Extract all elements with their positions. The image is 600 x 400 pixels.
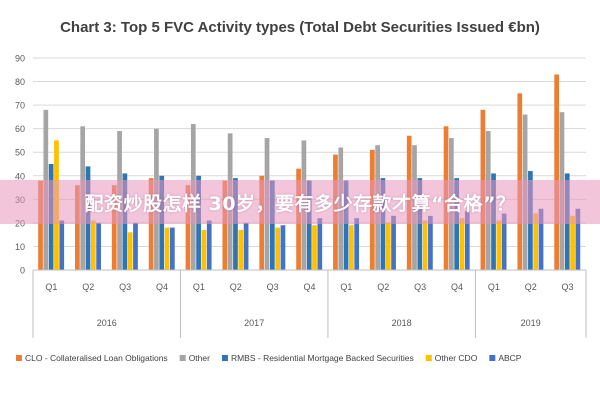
chart-title: Chart 3: Top 5 FVC Activity types (Total… (60, 19, 540, 36)
bar (164, 227, 170, 270)
bar (391, 215, 396, 270)
bar (111, 185, 117, 270)
y-tick-label: 80 (15, 77, 25, 87)
y-axis-ticks: 0102030405060708090 (15, 54, 25, 276)
x-tick-label: Q4 (156, 282, 168, 292)
bar (280, 225, 286, 270)
bar (148, 178, 154, 270)
bar (349, 225, 354, 270)
bar (533, 213, 539, 270)
bar (554, 74, 560, 270)
bar (317, 218, 323, 270)
bar (206, 220, 212, 270)
y-tick-label: 70 (15, 101, 25, 111)
x-tick-label: Q1 (193, 282, 205, 292)
legend-swatch (221, 355, 228, 361)
x-tick-label: Q3 (562, 282, 574, 292)
bar (306, 180, 312, 270)
banner-text: 配资炒股怎样 30岁，要有多少存款才算“合格”？ (84, 192, 516, 215)
bar (243, 222, 249, 270)
legend-swatch (489, 355, 496, 361)
bar (133, 222, 138, 270)
x-group-label: 2018 (392, 318, 412, 328)
bar (233, 178, 238, 270)
bar (354, 218, 360, 270)
y-tick-label: 40 (15, 171, 25, 181)
y-tick-label: 90 (15, 54, 25, 64)
bar (201, 229, 207, 270)
x-tick-label: Q1 (488, 282, 500, 292)
legend-label: Other (189, 353, 210, 363)
legend-swatch (179, 355, 186, 361)
bar (575, 208, 581, 270)
x-tick-label: Q1 (340, 282, 352, 292)
bar (275, 227, 280, 270)
x-tick-label: Q2 (377, 282, 389, 292)
y-tick-label: 50 (15, 148, 25, 158)
bar (385, 222, 391, 270)
x-tick-label: Q4 (303, 282, 315, 292)
x-group-label: 2017 (244, 318, 264, 328)
bar (75, 185, 80, 270)
bar (269, 180, 275, 270)
legend-swatch (16, 355, 22, 361)
bars (38, 74, 581, 271)
x-tick-label: Q3 (267, 282, 279, 292)
bar (428, 215, 433, 270)
y-tick-label: 10 (15, 242, 25, 252)
x-axis-ticks: Q1 Q2 Q3 Q4 Q1 Q2 Q3 Q4 Q1 Q2 Q3 Q4 Q1 Q2 Q3 2016 2017 20… (32, 269, 587, 338)
legend-swatch (425, 355, 432, 361)
bar (90, 220, 96, 270)
bar (59, 220, 65, 270)
bar (464, 211, 470, 270)
bar (417, 178, 423, 270)
bar (343, 180, 349, 270)
x-tick-label: Q2 (525, 282, 537, 292)
x-group-label: 2016 (97, 318, 117, 328)
x-group-label: 2019 (521, 318, 541, 328)
bar (127, 232, 133, 270)
legend-label: Other CDO (435, 353, 478, 363)
x-tick-label: Q3 (119, 282, 131, 292)
x-tick-label: Q4 (451, 282, 463, 292)
bar (570, 215, 575, 270)
y-tick-label: 60 (15, 124, 25, 134)
bar (454, 178, 460, 270)
x-tick-label: Q1 (45, 282, 57, 292)
y-tick-label: 0 (20, 266, 25, 276)
bar (185, 185, 191, 270)
bar (222, 180, 228, 270)
bar (496, 220, 502, 270)
legend: CLO - Collateralised Loan Obligations Oth… (16, 353, 522, 363)
overlay-banner: 配资炒股怎样 30岁，要有多少存款才算“合格”？ (0, 180, 600, 224)
x-tick-label: Q2 (230, 282, 242, 292)
bar (538, 208, 544, 270)
bar (38, 180, 43, 270)
bar (459, 218, 465, 270)
x-tick-label: Q3 (414, 282, 426, 292)
bar (422, 220, 428, 270)
legend-label: RMBS - Residential Mortgage Backed Secur… (231, 353, 414, 363)
legend-label: CLO - Collateralised Loan Obligations (25, 353, 168, 363)
bar (238, 229, 244, 270)
bar (169, 227, 175, 270)
legend-label: ABCP (498, 353, 521, 363)
bar (312, 225, 317, 270)
bar (380, 178, 386, 270)
bar (501, 213, 507, 270)
bar (96, 222, 101, 270)
x-tick-label: Q2 (82, 282, 94, 292)
